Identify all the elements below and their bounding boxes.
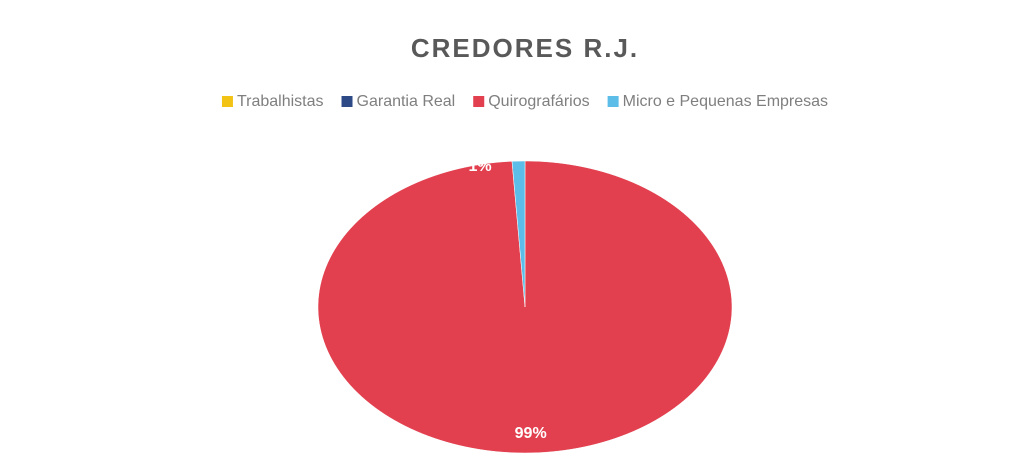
data-label: 99% bbox=[515, 425, 547, 442]
legend-label: Micro e Pequenas Empresas bbox=[623, 93, 828, 110]
legend: Trabalhistas Garantia Real Quirografários M… bbox=[221, 93, 828, 110]
legend-label: Trabalhistas bbox=[237, 93, 324, 110]
legend-label: Quirografários bbox=[488, 93, 589, 110]
data-label: 1% bbox=[468, 158, 491, 175]
legend-marker bbox=[607, 96, 619, 107]
legend-label: Garantia Real bbox=[357, 93, 456, 110]
legend-marker bbox=[473, 96, 485, 107]
legend-marker bbox=[341, 96, 353, 107]
legend-marker bbox=[221, 96, 233, 107]
chart-title: CREDORES R.J. bbox=[411, 33, 639, 63]
pie-slice bbox=[511, 160, 526, 308]
